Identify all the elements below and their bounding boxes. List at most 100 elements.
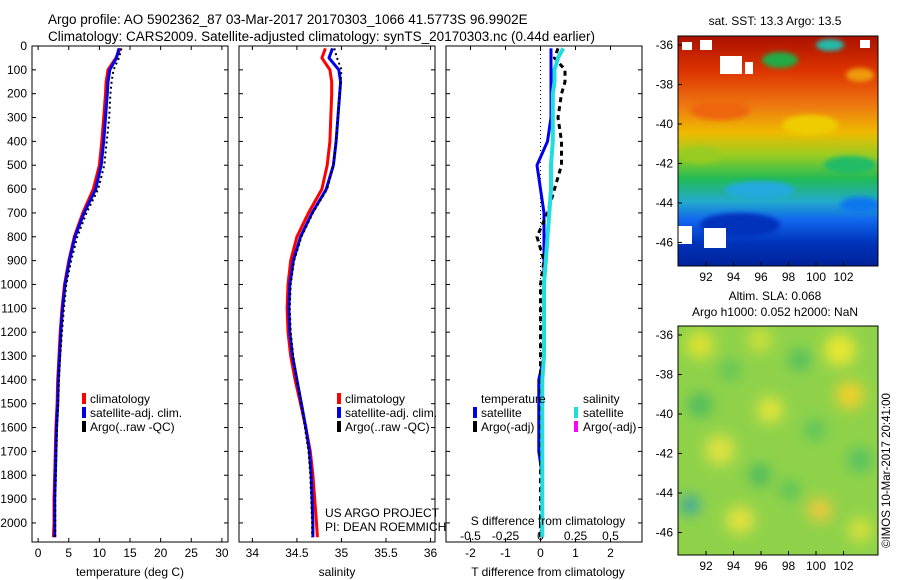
legend-label: Argo(..raw -QC): [90, 420, 175, 434]
sla-patch: [688, 393, 712, 417]
temperature-axes: [31, 45, 229, 543]
sla-patch: [780, 480, 800, 500]
sst-map-title: sat. SST: 13.3 Argo: 13.5: [709, 14, 842, 28]
depth-tick-label: 1200: [0, 325, 27, 339]
map-x-tick-label: 100: [806, 270, 826, 284]
legend-label: climatology: [345, 392, 405, 406]
legend-swatch-climatology: [82, 393, 86, 404]
map-y-tick-label: -42: [656, 447, 674, 461]
legend-swatch-climatology: [337, 393, 341, 404]
sla-patches: [680, 328, 872, 542]
x-tick-label: 34: [246, 546, 260, 560]
sla-frame: [677, 325, 879, 556]
legend-label: Argo(-adj): [583, 420, 636, 434]
mask-patch: [745, 62, 753, 74]
legend-label: climatology: [90, 392, 150, 406]
sst-patch: [762, 52, 798, 68]
depth-tick-label: 1600: [0, 421, 27, 435]
sla-patch: [836, 381, 864, 409]
profile-line-satellite-adj-clim-: [287, 47, 343, 538]
depth-tick-label: 800: [7, 230, 27, 244]
legend-label: Argo(-adj): [481, 420, 534, 434]
map-y-tick-label: -44: [656, 486, 674, 500]
x-tick-label: 0: [537, 546, 544, 560]
mask-patch: [704, 228, 726, 248]
legend-swatch-t-argo: [473, 421, 477, 432]
x-tick-label: 5: [65, 546, 72, 560]
depth-tick-label: 100: [7, 63, 27, 77]
project-annotation: US ARGO PROJECT: [325, 506, 440, 520]
map-x-tick-label: 94: [727, 559, 741, 573]
legend-swatch-s-satellite: [574, 407, 578, 418]
map-x-tick-label: 96: [754, 559, 768, 573]
sst-patch: [816, 39, 844, 51]
depth-tick-label: 600: [7, 182, 27, 196]
mask-patch: [700, 40, 712, 50]
map-x-tick-label: 94: [727, 270, 741, 284]
legend-swatch-argo: [82, 421, 86, 432]
depth-tick-label: 500: [7, 158, 27, 172]
profile-lines: [51, 47, 567, 538]
depth-tick-label: 1900: [0, 492, 27, 506]
map-x-tick-label: 102: [833, 559, 853, 573]
depth-tick-label: 1700: [0, 444, 27, 458]
sst-heatmap: [678, 36, 878, 266]
map-y-tick-label: -44: [656, 196, 674, 210]
pi-annotation: PI: DEAN ROEMMICH: [325, 520, 446, 534]
sla-patch: [824, 334, 856, 366]
map-y-tick-label: -38: [656, 78, 674, 92]
sst-patch: [782, 115, 838, 135]
depth-tick-label: 2000: [0, 516, 27, 530]
land-mask-patches: [678, 40, 870, 248]
x-tick-label: 36: [424, 546, 438, 560]
map-y-tick-label: -40: [656, 117, 674, 131]
sst-patches: [678, 39, 878, 237]
map-ticks: 92 94 96 98 100 102 -36 -38 -40 -42 -44 -46 92 94 96 98…: [656, 38, 854, 573]
depth-tick-label: 1000: [0, 277, 27, 291]
depth-tick-label: 1300: [0, 349, 27, 363]
sst-patch: [725, 181, 795, 199]
top-x-tick-label: 0.5: [602, 529, 619, 543]
imos-credit: ©IMOS 10-Mar-2017 20:41:00: [881, 393, 893, 548]
sla-patch: [726, 506, 754, 534]
x-tick-label: 30: [215, 546, 229, 560]
map-x-tick-label: 98: [782, 270, 796, 284]
sla-map-subtitle: Argo h1000: 0.052 h2000: NaN: [692, 305, 858, 319]
salinity-axes: [238, 45, 436, 543]
depth-tick-label: 900: [7, 254, 27, 268]
x-tick-label: 34.5: [285, 546, 309, 560]
legend-swatch-satellite: [337, 407, 341, 418]
sst-frame: [677, 35, 879, 267]
sst-patch: [824, 156, 876, 174]
legend-label: satellite-adj. clim.: [345, 406, 437, 420]
depth-tick-label: 700: [7, 206, 27, 220]
top-x-tick-label: -0.25: [492, 529, 520, 543]
figure-title-line-2: Climatology: CARS2009. Satellite-adjuste…: [48, 29, 596, 44]
difference-axes: [445, 45, 643, 543]
x-tick-label: 25: [185, 546, 199, 560]
x-tick-label: 20: [154, 546, 168, 560]
profile-line-salinity-satellite: [540, 47, 566, 538]
sla-patch: [748, 328, 772, 352]
x-tick-label: -2: [465, 546, 476, 560]
sla-patch: [680, 495, 700, 515]
x-tick-label: 35: [335, 546, 349, 560]
sst-patch: [678, 147, 722, 163]
sla-patch: [720, 360, 740, 380]
x-tick-label: 10: [93, 546, 107, 560]
depth-tick-label: 300: [7, 111, 27, 125]
profile-line-argo-raw-qc-: [288, 48, 343, 538]
sla-patch: [705, 435, 735, 465]
sst-patch: [846, 68, 874, 82]
salinity-legend: climatology satellite-adj. clim. Argo(..…: [325, 392, 446, 534]
mask-patch: [682, 42, 692, 50]
sla-heatmap: [678, 326, 878, 555]
x-tick-label: 0: [35, 546, 42, 560]
map-y-tick-label: -46: [656, 526, 674, 540]
depth-tick-label: 1800: [0, 468, 27, 482]
map-x-tick-label: 92: [699, 270, 713, 284]
x-tick-label: 2: [607, 546, 614, 560]
sla-patch: [757, 397, 783, 423]
sla-patch: [749, 464, 771, 486]
sla-map-title: Altim. SLA: 0.068: [729, 289, 822, 303]
